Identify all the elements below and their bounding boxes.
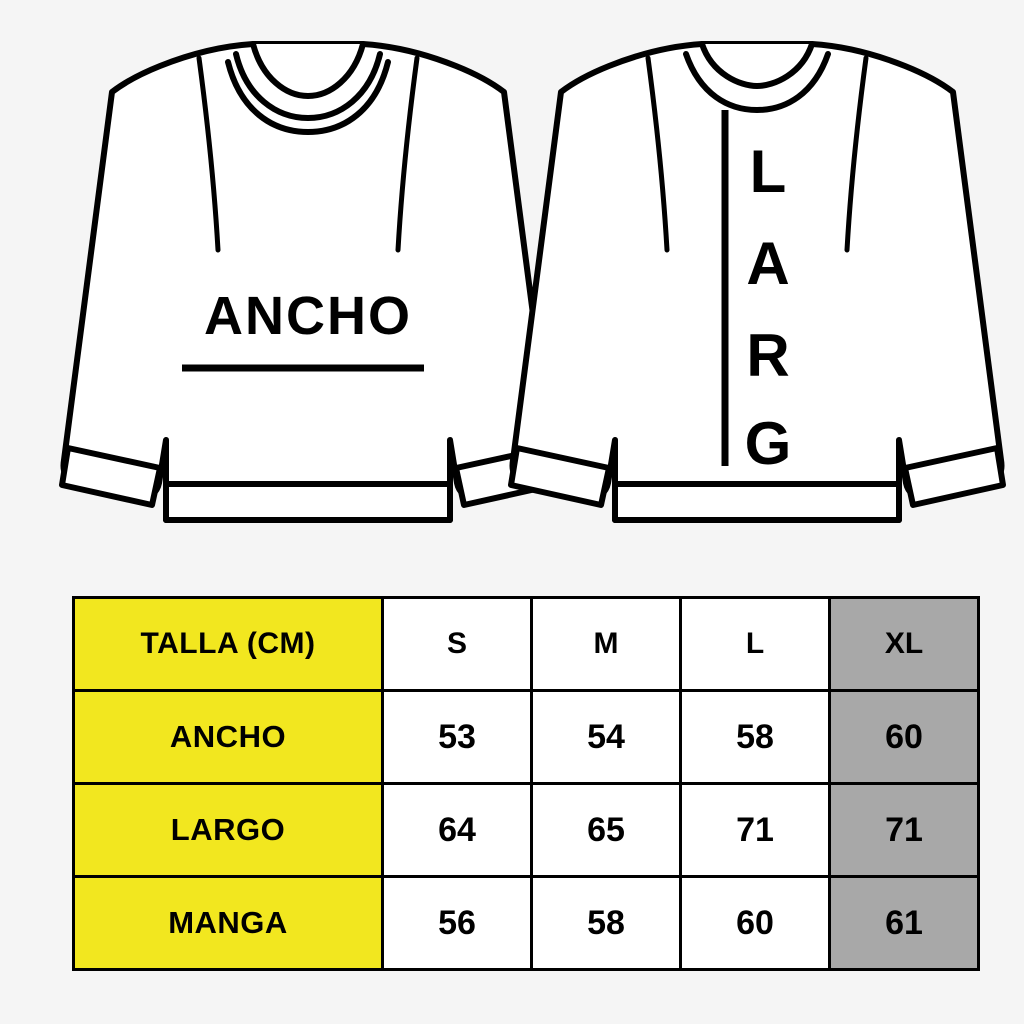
back-length-letter-3: G	[745, 410, 792, 477]
cell-manga-l: 60	[679, 875, 831, 971]
size-table: TALLA (CM) S M L XL ANCHO 53 54 58 60 LA…	[72, 596, 980, 971]
table-row: ANCHO 53 54 58 60	[72, 689, 980, 785]
header-cell-talla: TALLA (CM)	[72, 596, 384, 692]
cell-largo-m: 65	[530, 782, 682, 878]
cell-ancho-m: 54	[530, 689, 682, 785]
cell-manga-m: 58	[530, 875, 682, 971]
back-length-label-group: L A R G	[721, 110, 792, 477]
back-length-letter-2: R	[746, 322, 789, 389]
table-row: LARGO 64 65 71 71	[72, 782, 980, 878]
cell-largo-s: 64	[381, 782, 533, 878]
garment-illustrations: ANCHO L A R G	[59, 41, 1006, 523]
cell-ancho-xl: 60	[828, 689, 980, 785]
table-header-row: TALLA (CM) S M L XL	[72, 596, 980, 692]
cell-ancho-l: 58	[679, 689, 831, 785]
cell-manga-s: 56	[381, 875, 533, 971]
header-cell-size-m: M	[530, 596, 682, 692]
header-cell-size-l: L	[679, 596, 831, 692]
back-length-letter-0: L	[750, 138, 787, 205]
row-label-largo: LARGO	[72, 782, 384, 878]
front-width-label-group: ANCHO	[182, 286, 424, 372]
cell-largo-xl: 71	[828, 782, 980, 878]
sweatshirt-front-illustration	[59, 41, 557, 523]
header-cell-size-s: S	[381, 596, 533, 692]
size-table-container: TALLA (CM) S M L XL ANCHO 53 54 58 60 LA…	[72, 596, 980, 971]
row-label-manga: MANGA	[72, 875, 384, 971]
row-label-ancho: ANCHO	[72, 689, 384, 785]
back-length-letter-1: A	[746, 230, 789, 297]
sweatshirt-back-illustration	[508, 41, 1006, 523]
header-cell-size-xl: XL	[828, 596, 980, 692]
cell-ancho-s: 53	[381, 689, 533, 785]
table-row: MANGA 56 58 60 61	[72, 875, 980, 971]
front-width-label: ANCHO	[204, 286, 412, 346]
cell-manga-xl: 61	[828, 875, 980, 971]
cell-largo-l: 71	[679, 782, 831, 878]
